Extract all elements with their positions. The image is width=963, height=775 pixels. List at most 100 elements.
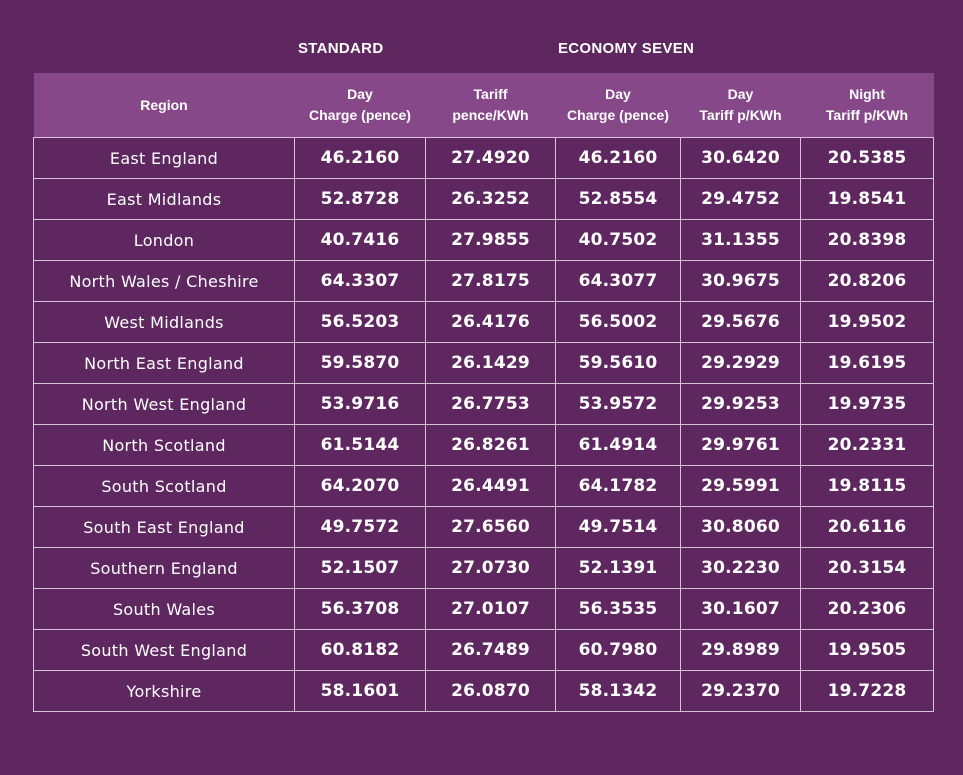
region-cell: North Scotland [34, 425, 295, 466]
value-cell: 26.1429 [426, 343, 556, 384]
value-cell: 59.5610 [556, 343, 681, 384]
table-row: South Wales 56.3708 27.0107 56.3535 30.1607 2… [34, 589, 934, 630]
value-cell: 56.3708 [295, 589, 426, 630]
header-line1: Region [34, 95, 295, 116]
table-row: North East England 59.5870 26.1429 59.5610 2… [34, 343, 934, 384]
region-cell: South Wales [34, 589, 295, 630]
value-cell: 29.9253 [681, 384, 801, 425]
header-row: Region Day Charge (pence) Tariff pence/K… [34, 73, 934, 138]
value-cell: 29.2929 [681, 343, 801, 384]
region-cell: South Scotland [34, 466, 295, 507]
value-cell: 60.8182 [295, 630, 426, 671]
header-line2: Charge (pence) [556, 105, 681, 126]
value-cell: 61.4914 [556, 425, 681, 466]
header-line1: Day [681, 84, 801, 105]
value-cell: 30.2230 [681, 548, 801, 589]
value-cell: 26.7753 [426, 384, 556, 425]
region-cell: West Midlands [34, 302, 295, 343]
value-cell: 64.1782 [556, 466, 681, 507]
value-cell: 26.7489 [426, 630, 556, 671]
header-line1: Tariff [426, 84, 556, 105]
value-cell: 19.8541 [801, 179, 934, 220]
value-cell: 46.2160 [295, 138, 426, 179]
value-cell: 29.5676 [681, 302, 801, 343]
value-cell: 26.8261 [426, 425, 556, 466]
region-cell: Yorkshire [34, 671, 295, 712]
value-cell: 31.1355 [681, 220, 801, 261]
value-cell: 27.4920 [426, 138, 556, 179]
value-cell: 27.0730 [426, 548, 556, 589]
table-row: Southern England 52.1507 27.0730 52.1391 30.… [34, 548, 934, 589]
value-cell: 27.6560 [426, 507, 556, 548]
value-cell: 29.2370 [681, 671, 801, 712]
region-cell: South East England [34, 507, 295, 548]
value-cell: 20.6116 [801, 507, 934, 548]
standard-group-label: STANDARD [298, 40, 383, 57]
table-row: Yorkshire 58.1601 26.0870 58.1342 29.2370 19.… [34, 671, 934, 712]
value-cell: 58.1342 [556, 671, 681, 712]
value-cell: 27.9855 [426, 220, 556, 261]
value-cell: 19.6195 [801, 343, 934, 384]
header-line2: Tariff p/KWh [801, 105, 934, 126]
value-cell: 52.1391 [556, 548, 681, 589]
value-cell: 30.6420 [681, 138, 801, 179]
value-cell: 26.3252 [426, 179, 556, 220]
economy-seven-group-label: ECONOMY SEVEN [558, 40, 694, 57]
value-cell: 64.3077 [556, 261, 681, 302]
value-cell: 56.5203 [295, 302, 426, 343]
value-cell: 60.7980 [556, 630, 681, 671]
header-e7-day-tariff: Day Tariff p/KWh [681, 73, 801, 138]
value-cell: 53.9572 [556, 384, 681, 425]
value-cell: 29.5991 [681, 466, 801, 507]
value-cell: 56.5002 [556, 302, 681, 343]
value-cell: 19.9502 [801, 302, 934, 343]
header-line2: pence/KWh [426, 105, 556, 126]
table-row: North Wales / Cheshire 64.3307 27.8175 64.3… [34, 261, 934, 302]
header-standard-day-charge: Day Charge (pence) [295, 73, 426, 138]
value-cell: 29.8989 [681, 630, 801, 671]
region-cell: South West England [34, 630, 295, 671]
value-cell: 26.4491 [426, 466, 556, 507]
value-cell: 49.7514 [556, 507, 681, 548]
region-cell: East England [34, 138, 295, 179]
table-row: East Midlands 52.8728 26.3252 52.8554 29.475… [34, 179, 934, 220]
region-cell: London [34, 220, 295, 261]
tariff-table: Region Day Charge (pence) Tariff pence/K… [33, 73, 934, 712]
value-cell: 20.8398 [801, 220, 934, 261]
value-cell: 19.9505 [801, 630, 934, 671]
header-e7-night-tariff: Night Tariff p/KWh [801, 73, 934, 138]
value-cell: 30.8060 [681, 507, 801, 548]
region-cell: North West England [34, 384, 295, 425]
table-body: East England 46.2160 27.4920 46.2160 30.6420… [34, 138, 934, 712]
table-row: South Scotland 64.2070 26.4491 64.1782 29.59… [34, 466, 934, 507]
table-row: South East England 49.7572 27.6560 49.7514 3… [34, 507, 934, 548]
value-cell: 64.3307 [295, 261, 426, 302]
value-cell: 61.5144 [295, 425, 426, 466]
value-cell: 29.4752 [681, 179, 801, 220]
header-line1: Night [801, 84, 934, 105]
table-row: North Scotland 61.5144 26.8261 61.4914 29.97… [34, 425, 934, 466]
value-cell: 56.3535 [556, 589, 681, 630]
value-cell: 30.1607 [681, 589, 801, 630]
value-cell: 52.8554 [556, 179, 681, 220]
table-header: Region Day Charge (pence) Tariff pence/K… [34, 73, 934, 138]
value-cell: 27.8175 [426, 261, 556, 302]
value-cell: 20.2306 [801, 589, 934, 630]
value-cell: 64.2070 [295, 466, 426, 507]
region-cell: East Midlands [34, 179, 295, 220]
value-cell: 52.1507 [295, 548, 426, 589]
value-cell: 53.9716 [295, 384, 426, 425]
value-cell: 40.7502 [556, 220, 681, 261]
header-line1: Day [295, 84, 426, 105]
value-cell: 27.0107 [426, 589, 556, 630]
header-line2: Charge (pence) [295, 105, 426, 126]
header-e7-day-charge: Day Charge (pence) [556, 73, 681, 138]
value-cell: 46.2160 [556, 138, 681, 179]
value-cell: 19.8115 [801, 466, 934, 507]
value-cell: 29.9761 [681, 425, 801, 466]
value-cell: 19.9735 [801, 384, 934, 425]
value-cell: 40.7416 [295, 220, 426, 261]
value-cell: 20.3154 [801, 548, 934, 589]
value-cell: 20.2331 [801, 425, 934, 466]
header-line1: Day [556, 84, 681, 105]
